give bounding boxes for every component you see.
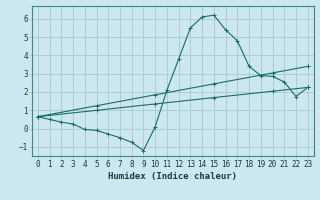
X-axis label: Humidex (Indice chaleur): Humidex (Indice chaleur) — [108, 172, 237, 181]
